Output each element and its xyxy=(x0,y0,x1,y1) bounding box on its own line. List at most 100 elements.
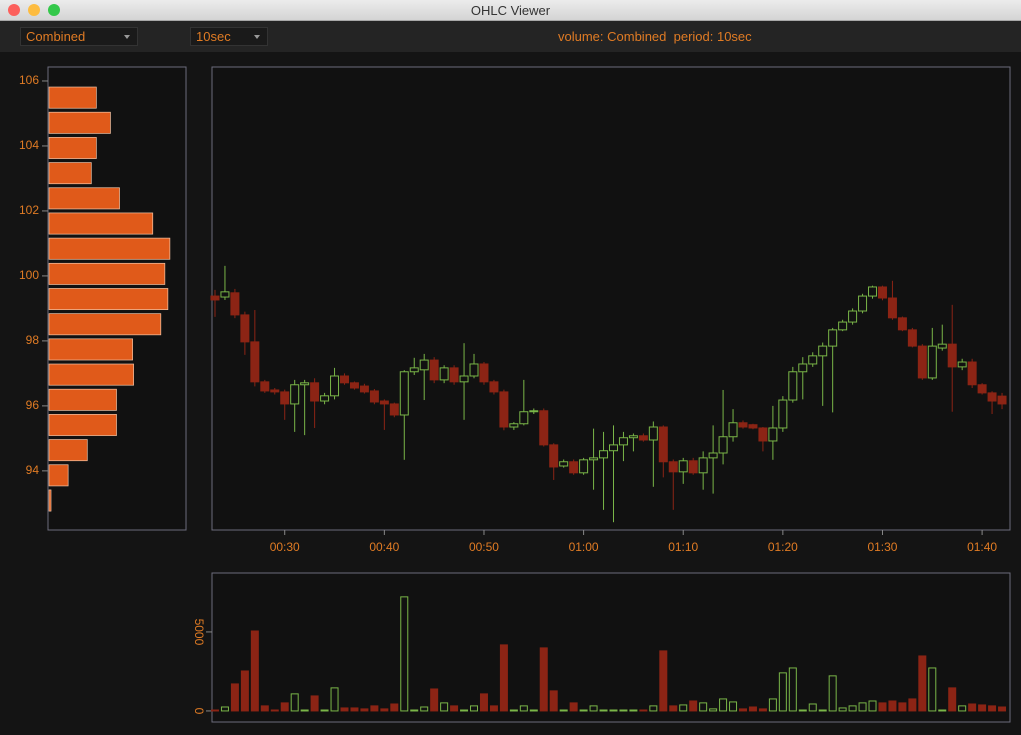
volume-bar xyxy=(380,708,389,712)
candle-body xyxy=(529,410,539,413)
candle-body xyxy=(788,371,798,401)
volume-select[interactable]: Combined xyxy=(20,27,138,46)
volume-bar xyxy=(509,709,518,712)
volume-bar xyxy=(529,709,538,712)
window-title: OHLC Viewer xyxy=(470,3,551,18)
volume-bar xyxy=(430,688,439,712)
volume-bar xyxy=(828,675,837,712)
volume-bar xyxy=(808,703,817,712)
candle-body xyxy=(877,286,887,299)
volume-bar xyxy=(210,709,219,712)
candle-body xyxy=(419,359,429,371)
volume-bar xyxy=(729,701,738,712)
x-tick-label: 01:40 xyxy=(967,540,997,554)
volume-bar xyxy=(400,596,409,712)
zoom-button[interactable] xyxy=(48,4,60,16)
profile-bar xyxy=(48,86,97,109)
volume-bar xyxy=(300,709,309,712)
candle-body xyxy=(848,310,858,323)
profile-bar xyxy=(48,288,169,311)
volume-bar xyxy=(649,705,658,712)
profile-bar xyxy=(48,162,92,185)
volume-bar xyxy=(948,687,957,712)
volume-bar xyxy=(669,705,678,712)
candle-body xyxy=(240,314,250,343)
x-tick-label: 01:30 xyxy=(867,540,897,554)
candle-body xyxy=(549,444,559,468)
candle-body xyxy=(957,361,967,368)
candle-body xyxy=(738,422,748,428)
candle-body xyxy=(220,291,230,298)
volume-bar xyxy=(748,706,757,712)
candle-body xyxy=(230,292,240,316)
candle-body xyxy=(648,426,658,441)
candle-body xyxy=(359,385,369,393)
candle-body xyxy=(569,461,579,474)
profile-bar xyxy=(48,212,154,235)
close-button[interactable] xyxy=(8,4,20,16)
candle-body xyxy=(559,461,569,467)
volume-bar xyxy=(788,667,797,712)
volume-bar xyxy=(310,695,319,712)
volume-bar xyxy=(918,655,927,712)
volume-bar xyxy=(988,705,997,712)
candle-body xyxy=(260,381,270,392)
volume-bar xyxy=(539,647,548,712)
y-tick-label: 94 xyxy=(26,463,40,477)
volume-bar xyxy=(629,709,638,712)
volume-bar xyxy=(908,698,917,712)
volume-bar xyxy=(798,709,807,712)
volume-bar xyxy=(479,693,488,712)
x-tick-label: 00:40 xyxy=(369,540,399,554)
candle-body xyxy=(708,452,718,459)
candle-body xyxy=(618,437,628,446)
volume-bar xyxy=(898,702,907,712)
candle-body xyxy=(499,391,509,428)
candle-body xyxy=(678,460,688,473)
candle-body xyxy=(628,435,638,439)
profile-bar xyxy=(48,464,69,487)
plot-frame xyxy=(211,66,1011,531)
profile-bar xyxy=(48,187,120,210)
period-select[interactable]: 10sec xyxy=(190,27,268,46)
candle-body xyxy=(818,345,828,357)
volume-bar xyxy=(858,702,867,712)
candle-body xyxy=(280,391,290,405)
candle-body xyxy=(917,345,927,379)
y-tick-label: 104 xyxy=(19,138,39,152)
profile-bar xyxy=(48,414,117,436)
candle-body xyxy=(748,424,758,429)
candle-body xyxy=(290,384,300,405)
y-tick-label: 100 xyxy=(19,268,39,282)
candle-body xyxy=(768,427,778,442)
volume-bar xyxy=(320,709,329,712)
candle-body xyxy=(838,321,848,331)
candle-body xyxy=(808,355,818,365)
volume-bar xyxy=(579,709,588,712)
candle-body xyxy=(977,384,987,394)
candle-body xyxy=(509,423,519,428)
x-tick-label: 01:10 xyxy=(668,540,698,554)
candle-body xyxy=(519,411,529,425)
volume-bar xyxy=(280,702,289,712)
x-tick-label: 00:50 xyxy=(469,540,499,554)
profile-bar xyxy=(48,313,162,336)
volume-bar xyxy=(569,702,578,712)
candle-body xyxy=(907,329,917,347)
candle-body xyxy=(858,295,868,312)
volume-bar xyxy=(659,650,668,712)
volume-bar xyxy=(470,705,479,712)
candle-body xyxy=(449,367,459,383)
minimize-button[interactable] xyxy=(28,4,40,16)
candle-body xyxy=(320,395,330,402)
candle-body xyxy=(927,345,937,379)
y-tick-label: 102 xyxy=(19,203,39,217)
candle-body xyxy=(479,363,489,383)
y-tick-label: 98 xyxy=(26,333,40,347)
candle-body xyxy=(937,343,947,349)
candle-body xyxy=(409,367,419,373)
volume-bar xyxy=(958,705,967,712)
status-label: volume: Combined period: 10sec xyxy=(558,29,752,44)
profile-bar xyxy=(48,338,133,361)
x-tick-label: 00:30 xyxy=(270,540,300,554)
